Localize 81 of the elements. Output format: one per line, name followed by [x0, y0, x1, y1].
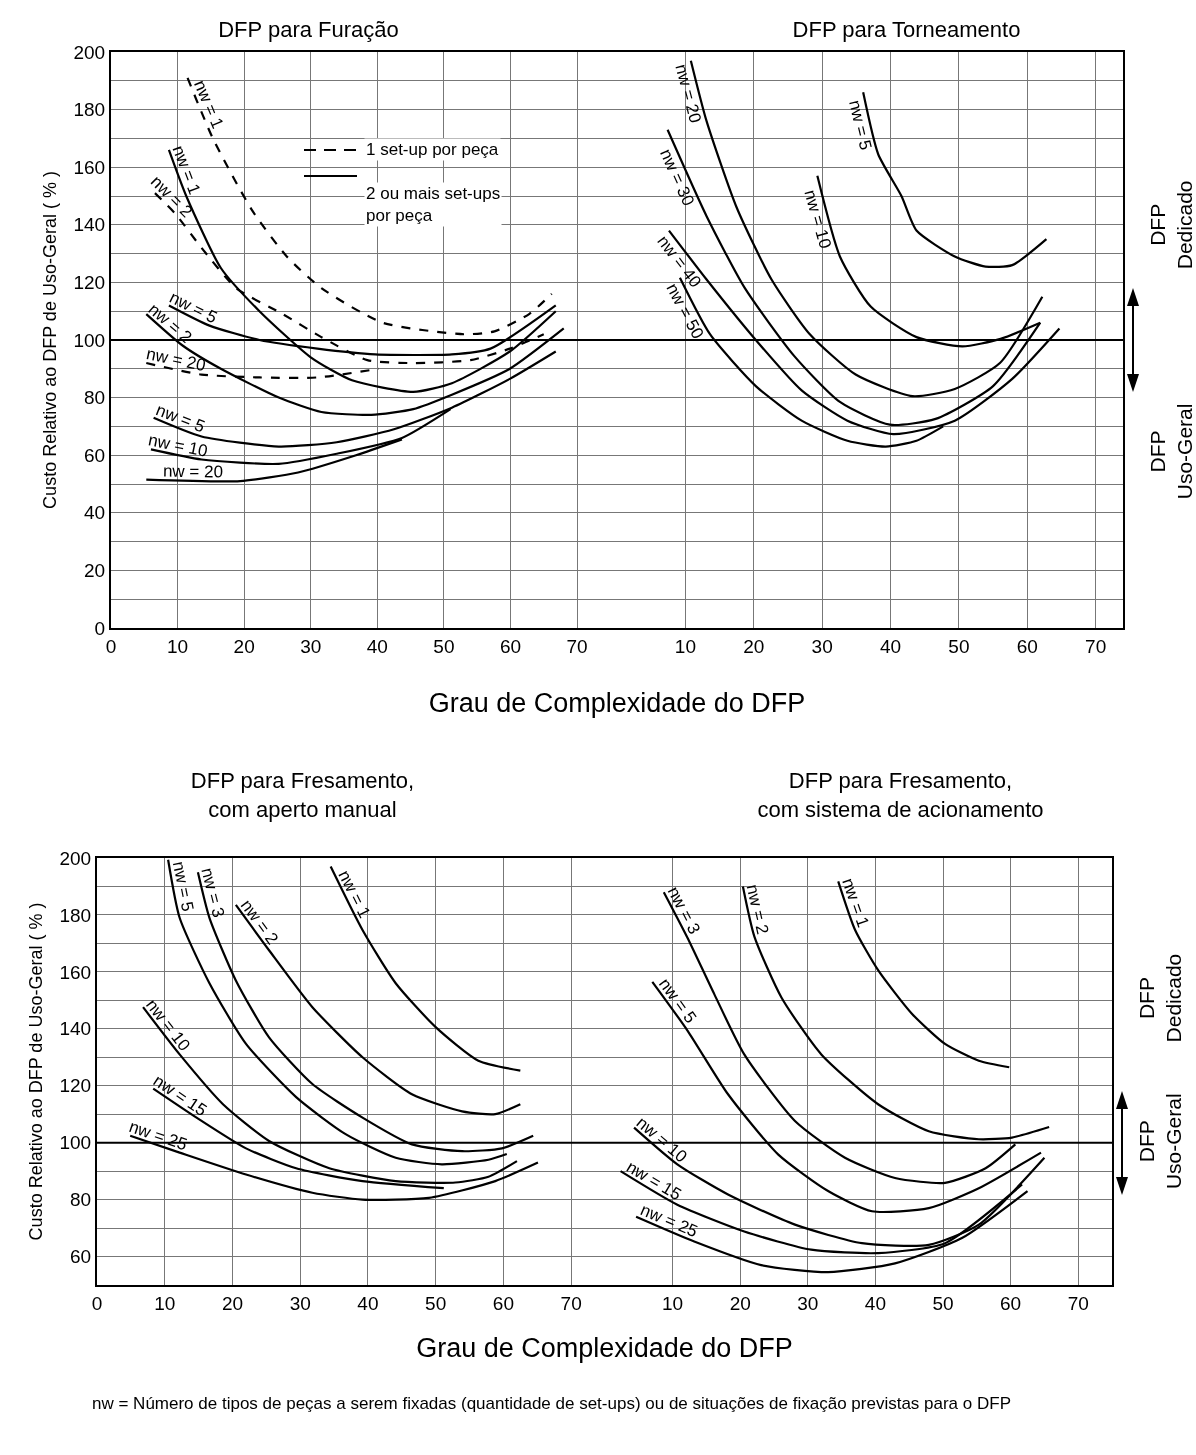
x-tick-label: 50 [932, 1292, 954, 1314]
x-tick-label: 60 [492, 1292, 514, 1314]
x-tick-label: 70 [1067, 1292, 1089, 1314]
y-tick-label: 100 [73, 329, 106, 351]
y-tick-label: 60 [84, 444, 106, 466]
y-tick-label: 180 [59, 904, 92, 926]
x-tick-label: 30 [289, 1292, 311, 1314]
x-tick-label: 10 [662, 1292, 684, 1314]
text: nw = 2 [236, 896, 282, 949]
x-tick-label: 70 [1085, 635, 1107, 657]
text: nw = 5 [655, 974, 701, 1027]
text: DFP Uso-Geral [1145, 403, 1196, 500]
y-tick-label: 180 [73, 99, 106, 121]
y-tick-label: 120 [73, 272, 106, 294]
text: nw = 20 [671, 62, 705, 125]
text: nw = 10 [142, 995, 194, 1055]
annotation: 1 set-up por peça [366, 140, 499, 159]
x-tick-label: 60 [499, 635, 522, 657]
x-tick-label: 40 [366, 635, 388, 657]
x-tick-label: 70 [566, 635, 588, 657]
text: nw = 5 [153, 400, 208, 437]
y-tick-label: 200 [59, 847, 92, 869]
x-tick-label: 30 [811, 635, 833, 657]
text: nw = 2 [742, 882, 773, 937]
x-tick-label: 50 [433, 635, 455, 657]
y-tick-label: 100 [59, 1132, 92, 1154]
annotation: 2 ou mais set-ups por peça [366, 184, 501, 226]
x-tick-label: 10 [674, 635, 696, 657]
y-tick-label: 160 [59, 961, 92, 983]
y-tick-label: 200 [73, 41, 106, 63]
x-tick-label: 10 [167, 635, 189, 657]
y-tick-label: 160 [73, 156, 106, 178]
chart-title: DFP para Furação [218, 17, 399, 43]
x-tick-label: 70 [560, 1292, 582, 1314]
x-tick-label: 20 [233, 635, 255, 657]
x-tick-label: 50 [948, 635, 970, 657]
y-tick-label: 120 [59, 1075, 92, 1097]
text: DFP Dedicado [1145, 180, 1196, 270]
y-tick-label: 140 [73, 214, 106, 236]
text: nw = Número de tipos de peças a serem fixadas (quantidade de set-ups) ou de situações de fixação previstas para o DFP [92, 1393, 1012, 1415]
text: nw = 30 [656, 146, 699, 209]
x-tick-label: 40 [879, 635, 902, 657]
x-tick-label: 50 [425, 1292, 447, 1314]
x-tick-label: 40 [357, 1292, 379, 1314]
x-tick-label: 60 [1000, 1292, 1022, 1314]
text: nw = 25 [637, 1200, 701, 1242]
x-axis-title: Grau de Complexidade do DFP [415, 1333, 794, 1364]
text: nw = 1 [190, 77, 228, 132]
x-tick-label: 20 [743, 635, 765, 657]
x-tick-label: 20 [729, 1292, 751, 1314]
y-tick-label: 80 [84, 387, 106, 409]
x-tick-label: 30 [300, 635, 322, 657]
y-axis-title: Custo Relativo ao DFP de Uso-Geral ( % ) [40, 171, 61, 509]
series-label: nw = 20 [162, 461, 224, 482]
chart-title: DFP para Torneamento [792, 17, 1021, 43]
x-tick-label: 20 [221, 1292, 244, 1314]
text: nw = 1 [838, 875, 873, 930]
text: nw = 5 [844, 98, 876, 152]
chart-title: DFP para Fresamento, com aperto manual [190, 768, 415, 822]
x-axis-title: Grau de Complexidade do DFP [427, 688, 807, 719]
x-tick-label: 10 [154, 1292, 176, 1314]
text: nw = 15 [149, 1070, 211, 1121]
text: nw = 20 [144, 344, 208, 375]
text: nw = 1 [334, 867, 375, 921]
x-tick-label: 30 [797, 1292, 819, 1314]
chart-title: DFP para Fresamento, com sistema de acionamento [757, 768, 1044, 822]
text: nw = 10 [800, 187, 835, 251]
text: DFP Uso-Geral [1134, 1093, 1186, 1190]
y-tick-label: 40 [84, 502, 106, 524]
y-axis-title: Custo Relativo ao DFP de Uso-Geral ( % ) [26, 902, 47, 1241]
text: nw = 3 [663, 883, 704, 938]
x-tick-label: 40 [864, 1292, 886, 1314]
text: nw = 3 [197, 865, 229, 920]
y-tick-label: 80 [70, 1189, 92, 1211]
x-tick-label: 60 [1016, 635, 1038, 657]
y-tick-label: 60 [70, 1246, 92, 1268]
text: DFP Dedicado [1134, 953, 1185, 1043]
y-tick-label: 140 [59, 1018, 92, 1040]
y-tick-label: 0 [94, 617, 106, 639]
y-tick-label: 20 [84, 560, 106, 582]
text: nw = 5 [168, 859, 198, 914]
